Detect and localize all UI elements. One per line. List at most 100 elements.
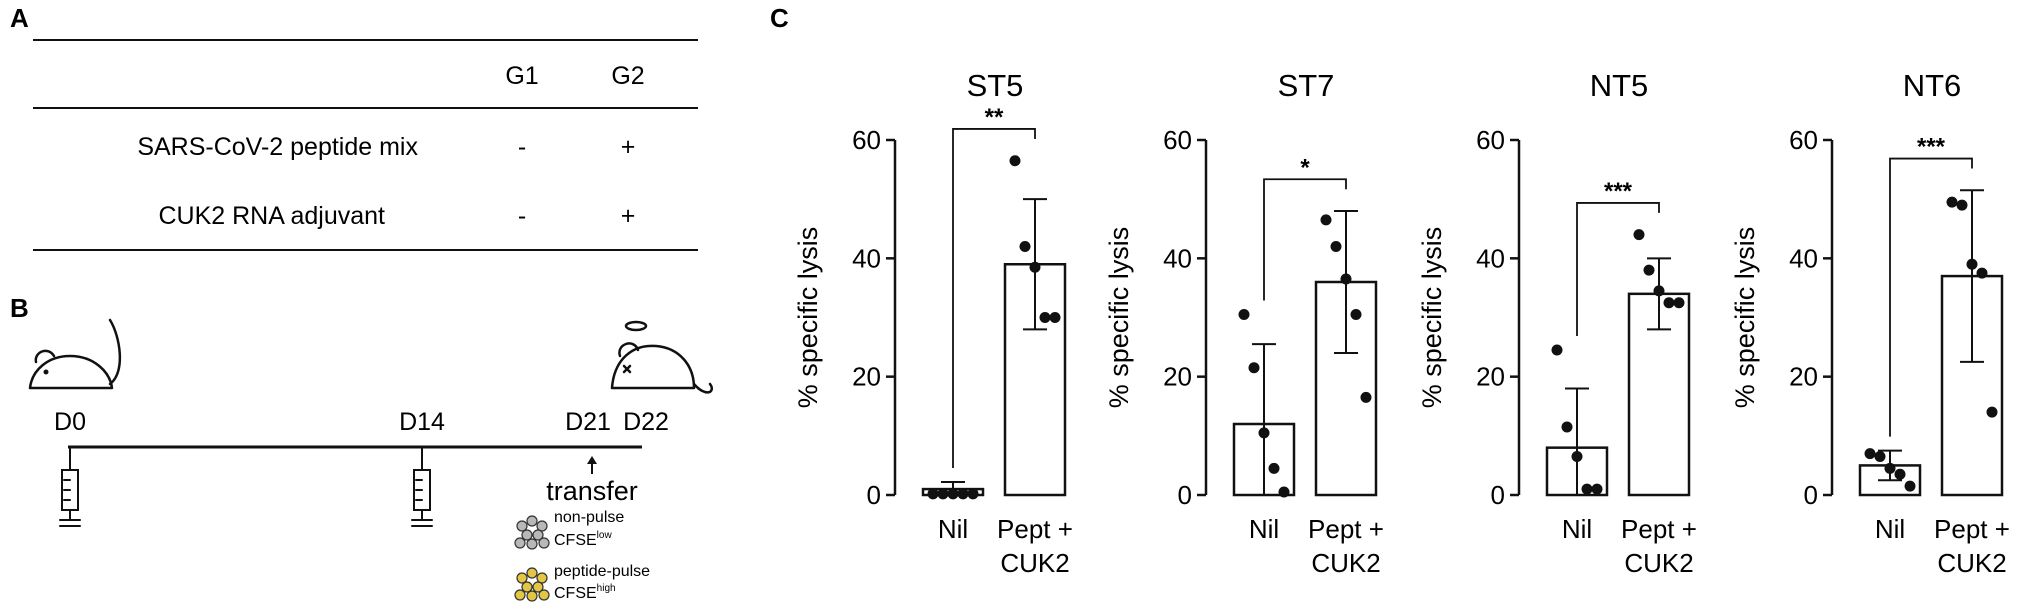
data-point [1986, 406, 1998, 418]
chart-nt5: NT5 % specific lysis 0 20 40 60 Nil Pept + CUK2 *… [1417, 68, 1697, 578]
data-point [1330, 241, 1342, 252]
data-point [1561, 421, 1573, 433]
legend-peptide-pulse-label: peptide-pulse [554, 563, 650, 580]
data-point [1633, 229, 1645, 241]
data-point [1320, 214, 1332, 226]
legend-cfse-low-label: CFSElow [554, 530, 612, 549]
data-point [1009, 155, 1021, 167]
data-point [937, 488, 949, 500]
x-category-label: Pept + [1308, 514, 1384, 544]
data-point [1029, 261, 1041, 273]
y-tick-label: 60 [852, 125, 881, 155]
data-point [1653, 285, 1665, 297]
significance-bracket [952, 128, 1036, 468]
panel-a-letter: A [10, 3, 29, 33]
y-tick-label: 40 [1789, 243, 1818, 273]
data-point [947, 488, 959, 500]
significance-label: *** [1604, 178, 1633, 205]
legend-non-pulse-label: non-pulse [554, 509, 624, 526]
x-category-label: Nil [1249, 514, 1279, 544]
table-cell: + [621, 202, 636, 230]
y-tick-label: 40 [852, 243, 881, 273]
data-point [967, 488, 979, 500]
data-point [1571, 451, 1583, 463]
table-cell: + [621, 133, 636, 161]
data-point [927, 488, 939, 500]
data-point [1864, 448, 1876, 460]
y-tick-label: 20 [1163, 362, 1192, 392]
syringe-icon [411, 446, 433, 527]
data-point [1581, 483, 1593, 495]
transfer-label: transfer [546, 476, 638, 506]
timeline-day-label: D22 [623, 408, 669, 436]
transfer-arrow-icon [587, 456, 597, 474]
legend-cfse-high-label: CFSEhigh [554, 583, 616, 602]
bar-charts: ST5 % specific lysis 0 20 40 60 Nil Pept + CUK2 *… [793, 68, 2010, 578]
y-tick-label: 60 [1163, 125, 1192, 155]
data-point [1248, 362, 1260, 374]
cfse-base-text: CFSE [554, 532, 597, 549]
data-point [1360, 391, 1372, 403]
significance-bracket [1889, 157, 1973, 437]
panel-c-letter: C [770, 3, 789, 33]
y-tick-label: 40 [1163, 243, 1192, 273]
data-point [1238, 309, 1250, 321]
data-point [1278, 486, 1290, 498]
y-tick-label: 20 [1476, 362, 1505, 392]
peptide-pulse-cells-icon [514, 567, 550, 602]
x-category-label: CUK2 [1624, 548, 1693, 578]
chart-st7: ST7 % specific lysis 0 20 40 60 Nil Pept + CUK2 * [1104, 68, 1384, 578]
data-point [1904, 480, 1916, 492]
data-point [1551, 344, 1563, 356]
data-point [1663, 297, 1675, 309]
table-row-label: SARS-CoV-2 peptide mix [137, 133, 418, 161]
data-point [1340, 273, 1352, 285]
x-category-label: Nil [938, 514, 968, 544]
data-point [1874, 451, 1886, 463]
x-category-label: Pept + [1621, 514, 1697, 544]
y-axis-label: % specific lysis [1730, 227, 1760, 409]
data-point [1976, 267, 1988, 279]
data-point [1946, 196, 1958, 208]
x-category-label: Pept + [997, 514, 1073, 544]
x-category-label: Pept + [1934, 514, 2010, 544]
significance-bracket [1576, 202, 1660, 337]
panel-a: A G1 G2 SARS-CoV-2 peptide mix - + CUK2 … [10, 3, 698, 251]
panel-b: B D0 D14 D21 D22 [10, 293, 713, 602]
y-tick-label: 60 [1476, 125, 1505, 155]
data-point [1019, 241, 1031, 252]
significance-label: * [1300, 154, 1310, 181]
data-point [1894, 468, 1906, 480]
panel-b-letter: B [10, 293, 29, 323]
data-point [957, 488, 969, 500]
y-tick-label: 0 [1804, 480, 1818, 510]
non-pulse-cells-icon [514, 515, 550, 550]
table-row-label: CUK2 RNA adjuvant [158, 202, 385, 230]
y-axis-label: % specific lysis [793, 227, 823, 409]
timeline-day-label: D21 [565, 408, 611, 436]
data-point [1039, 312, 1051, 323]
table-column-header-g2: G2 [611, 62, 644, 90]
y-tick-label: 0 [1178, 480, 1192, 510]
x-category-label: CUK2 [1937, 548, 2006, 578]
x-category-label: CUK2 [1000, 548, 1069, 578]
cfse-superscript: high [597, 583, 616, 594]
data-point [1350, 309, 1362, 321]
y-tick-label: 0 [867, 480, 881, 510]
significance-label: *** [1917, 134, 1946, 161]
data-point [1956, 199, 1968, 211]
data-point [1258, 427, 1270, 439]
data-point [1673, 297, 1685, 309]
chart-nt6: NT6 % specific lysis 0 20 40 60 Nil Pept + CUK2 *… [1730, 68, 2010, 578]
table-cell: - [518, 133, 526, 161]
chart-title: ST5 [967, 68, 1024, 103]
x-category-label: Nil [1875, 514, 1905, 544]
chart-st5: ST5 % specific lysis 0 20 40 60 Nil Pept + CUK2 *… [793, 68, 1073, 578]
cfse-superscript: low [597, 530, 613, 541]
chart-title: NT5 [1590, 68, 1649, 103]
significance-label: ** [985, 104, 1004, 131]
chart-title: NT6 [1903, 68, 1962, 103]
cfse-base-text: CFSE [554, 585, 597, 602]
x-category-label: CUK2 [1311, 548, 1380, 578]
